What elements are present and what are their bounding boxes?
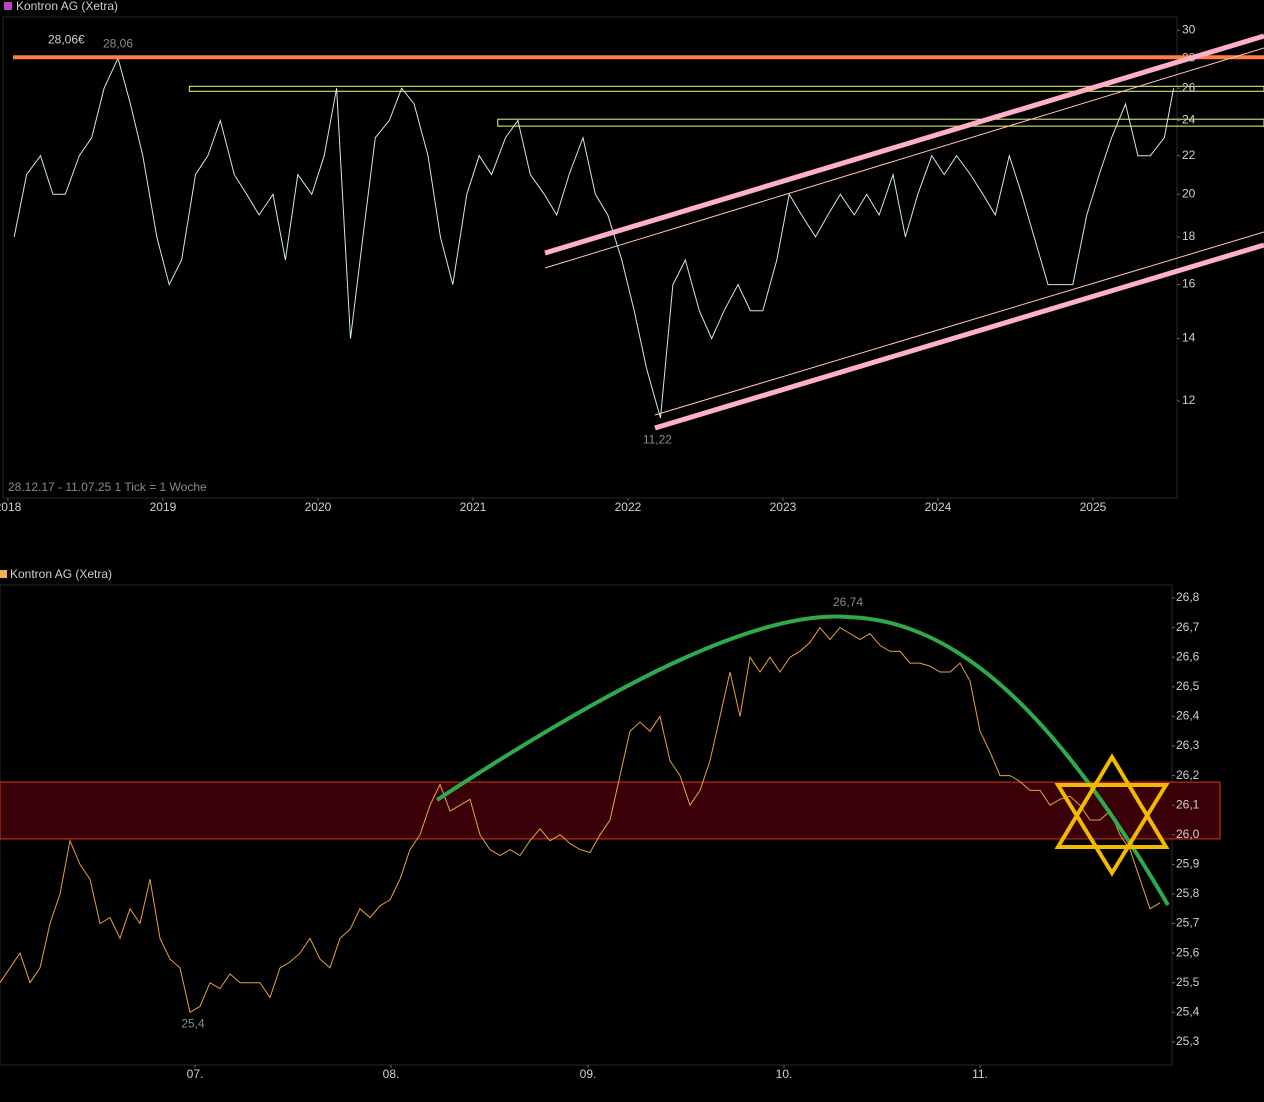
y-tick-label: 22 [1182, 148, 1196, 162]
arc-drawing [435, 614, 1170, 907]
chart-title: Kontron AG (Xetra) [16, 0, 118, 13]
extreme-label: 25,4 [181, 1016, 205, 1030]
y-tick-label: 26,6 [1176, 649, 1200, 663]
x-tick-label: 2025 [1080, 500, 1107, 514]
trendline [654, 242, 1264, 431]
y-tick-label: 26,1 [1176, 797, 1200, 811]
x-tick-label: 07. [187, 1067, 204, 1081]
legend-swatch [4, 2, 12, 10]
y-tick-label: 25,4 [1176, 1004, 1200, 1018]
y-tick-label: 26,0 [1176, 827, 1200, 841]
y-tick-label: 25,5 [1176, 975, 1200, 989]
star-drawing [1054, 753, 1170, 849]
y-tick-label: 25,7 [1176, 916, 1200, 930]
y-tick-label: 26,4 [1176, 709, 1200, 723]
x-tick-label: 11. [972, 1067, 988, 1081]
x-tick-label: 2018 [0, 500, 22, 514]
y-tick-label: 12 [1182, 393, 1196, 407]
extreme-label: 11,22 [643, 432, 672, 446]
y-tick-label: 16 [1182, 277, 1196, 291]
x-tick-label: 10. [776, 1067, 793, 1081]
y-tick-label: 25,8 [1176, 886, 1200, 900]
extreme-label: 28,06 [103, 36, 133, 50]
trendline [544, 47, 1264, 269]
y-tick-label: 20 [1182, 186, 1196, 200]
trend-channel [544, 33, 1264, 431]
x-tick-label: 08. [383, 1067, 400, 1081]
x-tick-label: 2023 [770, 500, 797, 514]
level-label: 28,06€ [48, 32, 85, 46]
y-tick-label: 26,7 [1176, 620, 1200, 634]
x-tick-label: 2024 [925, 500, 952, 514]
star-drawing [1054, 783, 1170, 877]
y-tick-label: 26,5 [1176, 679, 1200, 693]
y-tick-label: 25,9 [1176, 857, 1200, 871]
y-tick-label: 26,2 [1176, 768, 1200, 782]
x-tick-label: 2022 [615, 500, 642, 514]
date-range: 28.12.17 - 11.07.25 1 Tick = 1 Woche [8, 480, 207, 494]
extreme-label: 26,74 [833, 595, 863, 609]
y-tick-label: 25,6 [1176, 945, 1200, 959]
chart-title: Kontron AG (Xetra) [10, 567, 112, 581]
x-tick-label: 09. [580, 1067, 597, 1081]
plot-frame [2, 16, 1178, 499]
trendline [544, 33, 1264, 256]
price-line [0, 626, 1161, 1014]
x-tick-label: 2020 [305, 500, 332, 514]
y-tick-label: 26,8 [1176, 590, 1200, 604]
x-tick-label: 2019 [150, 500, 177, 514]
y-tick-label: 14 [1182, 331, 1196, 345]
y-tick-label: 26,3 [1176, 738, 1200, 752]
y-tick-label: 24 [1182, 113, 1196, 127]
y-tick-label: 18 [1182, 229, 1196, 243]
zone [0, 781, 1221, 840]
y-tick-label: 25,3 [1176, 1034, 1200, 1048]
trendline [654, 231, 1264, 416]
y-tick-label: 30 [1182, 22, 1196, 36]
legend-swatch [0, 570, 7, 578]
zone [497, 118, 1264, 127]
price-line [13, 56, 1175, 419]
x-tick-label: 2021 [460, 500, 487, 514]
y-tick-label: 26 [1182, 80, 1196, 94]
